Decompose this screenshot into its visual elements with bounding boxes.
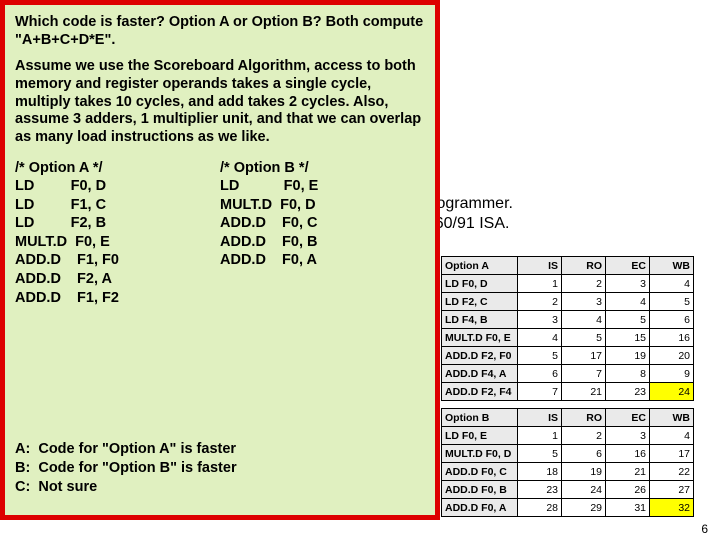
- op-cell: LD F4, B: [442, 311, 518, 329]
- value-cell: 22: [650, 463, 694, 481]
- op-cell: ADD.D F2, F0: [442, 347, 518, 365]
- value-cell: 6: [562, 445, 606, 463]
- op-cell: ADD.D F4, A: [442, 365, 518, 383]
- value-cell: 19: [562, 463, 606, 481]
- assumptions-text: Assume we use the Scoreboard Algorithm, …: [5, 54, 435, 152]
- op-cell: ADD.D F0, A: [442, 499, 518, 517]
- column-header: RO: [562, 409, 606, 427]
- value-cell: 7: [562, 365, 606, 383]
- value-cell: 1: [518, 275, 562, 293]
- table-row: LD F2, C2345: [442, 293, 694, 311]
- value-cell: 6: [518, 365, 562, 383]
- table-row: LD F0, D1234: [442, 275, 694, 293]
- column-header: EC: [606, 257, 650, 275]
- value-cell: 15: [606, 329, 650, 347]
- op-cell: LD F0, E: [442, 427, 518, 445]
- answer-choices: A: Code for "Option A" is faster B: Code…: [15, 440, 237, 497]
- page-number: 6: [701, 522, 708, 536]
- op-cell: LD F0, D: [442, 275, 518, 293]
- op-cell: MULT.D F0, D: [442, 445, 518, 463]
- value-cell: 4: [650, 275, 694, 293]
- op-cell: MULT.D F0, E: [442, 329, 518, 347]
- table-row: MULT.D F0, E451516: [442, 329, 694, 347]
- value-cell: 17: [562, 347, 606, 365]
- value-cell: 3: [606, 427, 650, 445]
- value-cell: 16: [606, 445, 650, 463]
- value-cell: 29: [562, 499, 606, 517]
- column-header: RO: [562, 257, 606, 275]
- slide: vation g-point code r registers visible …: [0, 0, 720, 540]
- option-a-code: /* Option A */ LD F0, D LD F1, C LD F2, …: [15, 159, 220, 307]
- table-row: MULT.D F0, D561617: [442, 445, 694, 463]
- value-cell: 1: [518, 427, 562, 445]
- value-cell: 31: [606, 499, 650, 517]
- value-cell: 2: [518, 293, 562, 311]
- column-header: WB: [650, 409, 694, 427]
- value-cell: 3: [518, 311, 562, 329]
- question-panel: Which code is faster? Option A or Option…: [0, 0, 440, 520]
- value-cell: 26: [606, 481, 650, 499]
- table-row: LD F0, E1234: [442, 427, 694, 445]
- table-option-b: Option BISROECWBLD F0, E1234MULT.D F0, D…: [441, 408, 694, 517]
- value-cell: 9: [650, 365, 694, 383]
- table-row: ADD.D F2, F47212324: [442, 383, 694, 401]
- value-cell: 21: [562, 383, 606, 401]
- value-cell: 4: [650, 427, 694, 445]
- value-cell: 2: [562, 275, 606, 293]
- question-text: Which code is faster? Option A or Option…: [5, 5, 435, 54]
- value-cell: 4: [562, 311, 606, 329]
- table-row: ADD.D F0, A28293132: [442, 499, 694, 517]
- op-cell: ADD.D F0, B: [442, 481, 518, 499]
- column-header: EC: [606, 409, 650, 427]
- value-cell: 32: [650, 499, 694, 517]
- op-cell: ADD.D F0, C: [442, 463, 518, 481]
- value-cell: 23: [518, 481, 562, 499]
- code-columns: /* Option A */ LD F0, D LD F1, C LD F2, …: [5, 153, 435, 307]
- table-row: LD F4, B3456: [442, 311, 694, 329]
- value-cell: 28: [518, 499, 562, 517]
- option-b-code: /* Option B */ LD F0, E MULT.D F0, D ADD…: [220, 159, 425, 307]
- table-label: Option B: [442, 409, 518, 427]
- value-cell: 3: [606, 275, 650, 293]
- value-cell: 5: [562, 329, 606, 347]
- value-cell: 5: [518, 347, 562, 365]
- value-cell: 7: [518, 383, 562, 401]
- value-cell: 21: [606, 463, 650, 481]
- value-cell: 6: [650, 311, 694, 329]
- value-cell: 4: [606, 293, 650, 311]
- value-cell: 27: [650, 481, 694, 499]
- table-option-a: Option AISROECWBLD F0, D1234LD F2, C2345…: [441, 256, 694, 401]
- value-cell: 5: [518, 445, 562, 463]
- value-cell: 2: [562, 427, 606, 445]
- value-cell: 5: [606, 311, 650, 329]
- column-header: IS: [518, 409, 562, 427]
- value-cell: 16: [650, 329, 694, 347]
- value-cell: 5: [650, 293, 694, 311]
- op-cell: ADD.D F2, F4: [442, 383, 518, 401]
- table-row: ADD.D F2, F05171920: [442, 347, 694, 365]
- table-row: ADD.D F0, B23242627: [442, 481, 694, 499]
- value-cell: 19: [606, 347, 650, 365]
- column-header: IS: [518, 257, 562, 275]
- value-cell: 18: [518, 463, 562, 481]
- value-cell: 24: [650, 383, 694, 401]
- value-cell: 20: [650, 347, 694, 365]
- table-row: ADD.D F4, A6789: [442, 365, 694, 383]
- op-cell: LD F2, C: [442, 293, 518, 311]
- table-row: ADD.D F0, C18192122: [442, 463, 694, 481]
- value-cell: 3: [562, 293, 606, 311]
- table-label: Option A: [442, 257, 518, 275]
- value-cell: 8: [606, 365, 650, 383]
- column-header: WB: [650, 257, 694, 275]
- value-cell: 23: [606, 383, 650, 401]
- value-cell: 17: [650, 445, 694, 463]
- value-cell: 24: [562, 481, 606, 499]
- value-cell: 4: [518, 329, 562, 347]
